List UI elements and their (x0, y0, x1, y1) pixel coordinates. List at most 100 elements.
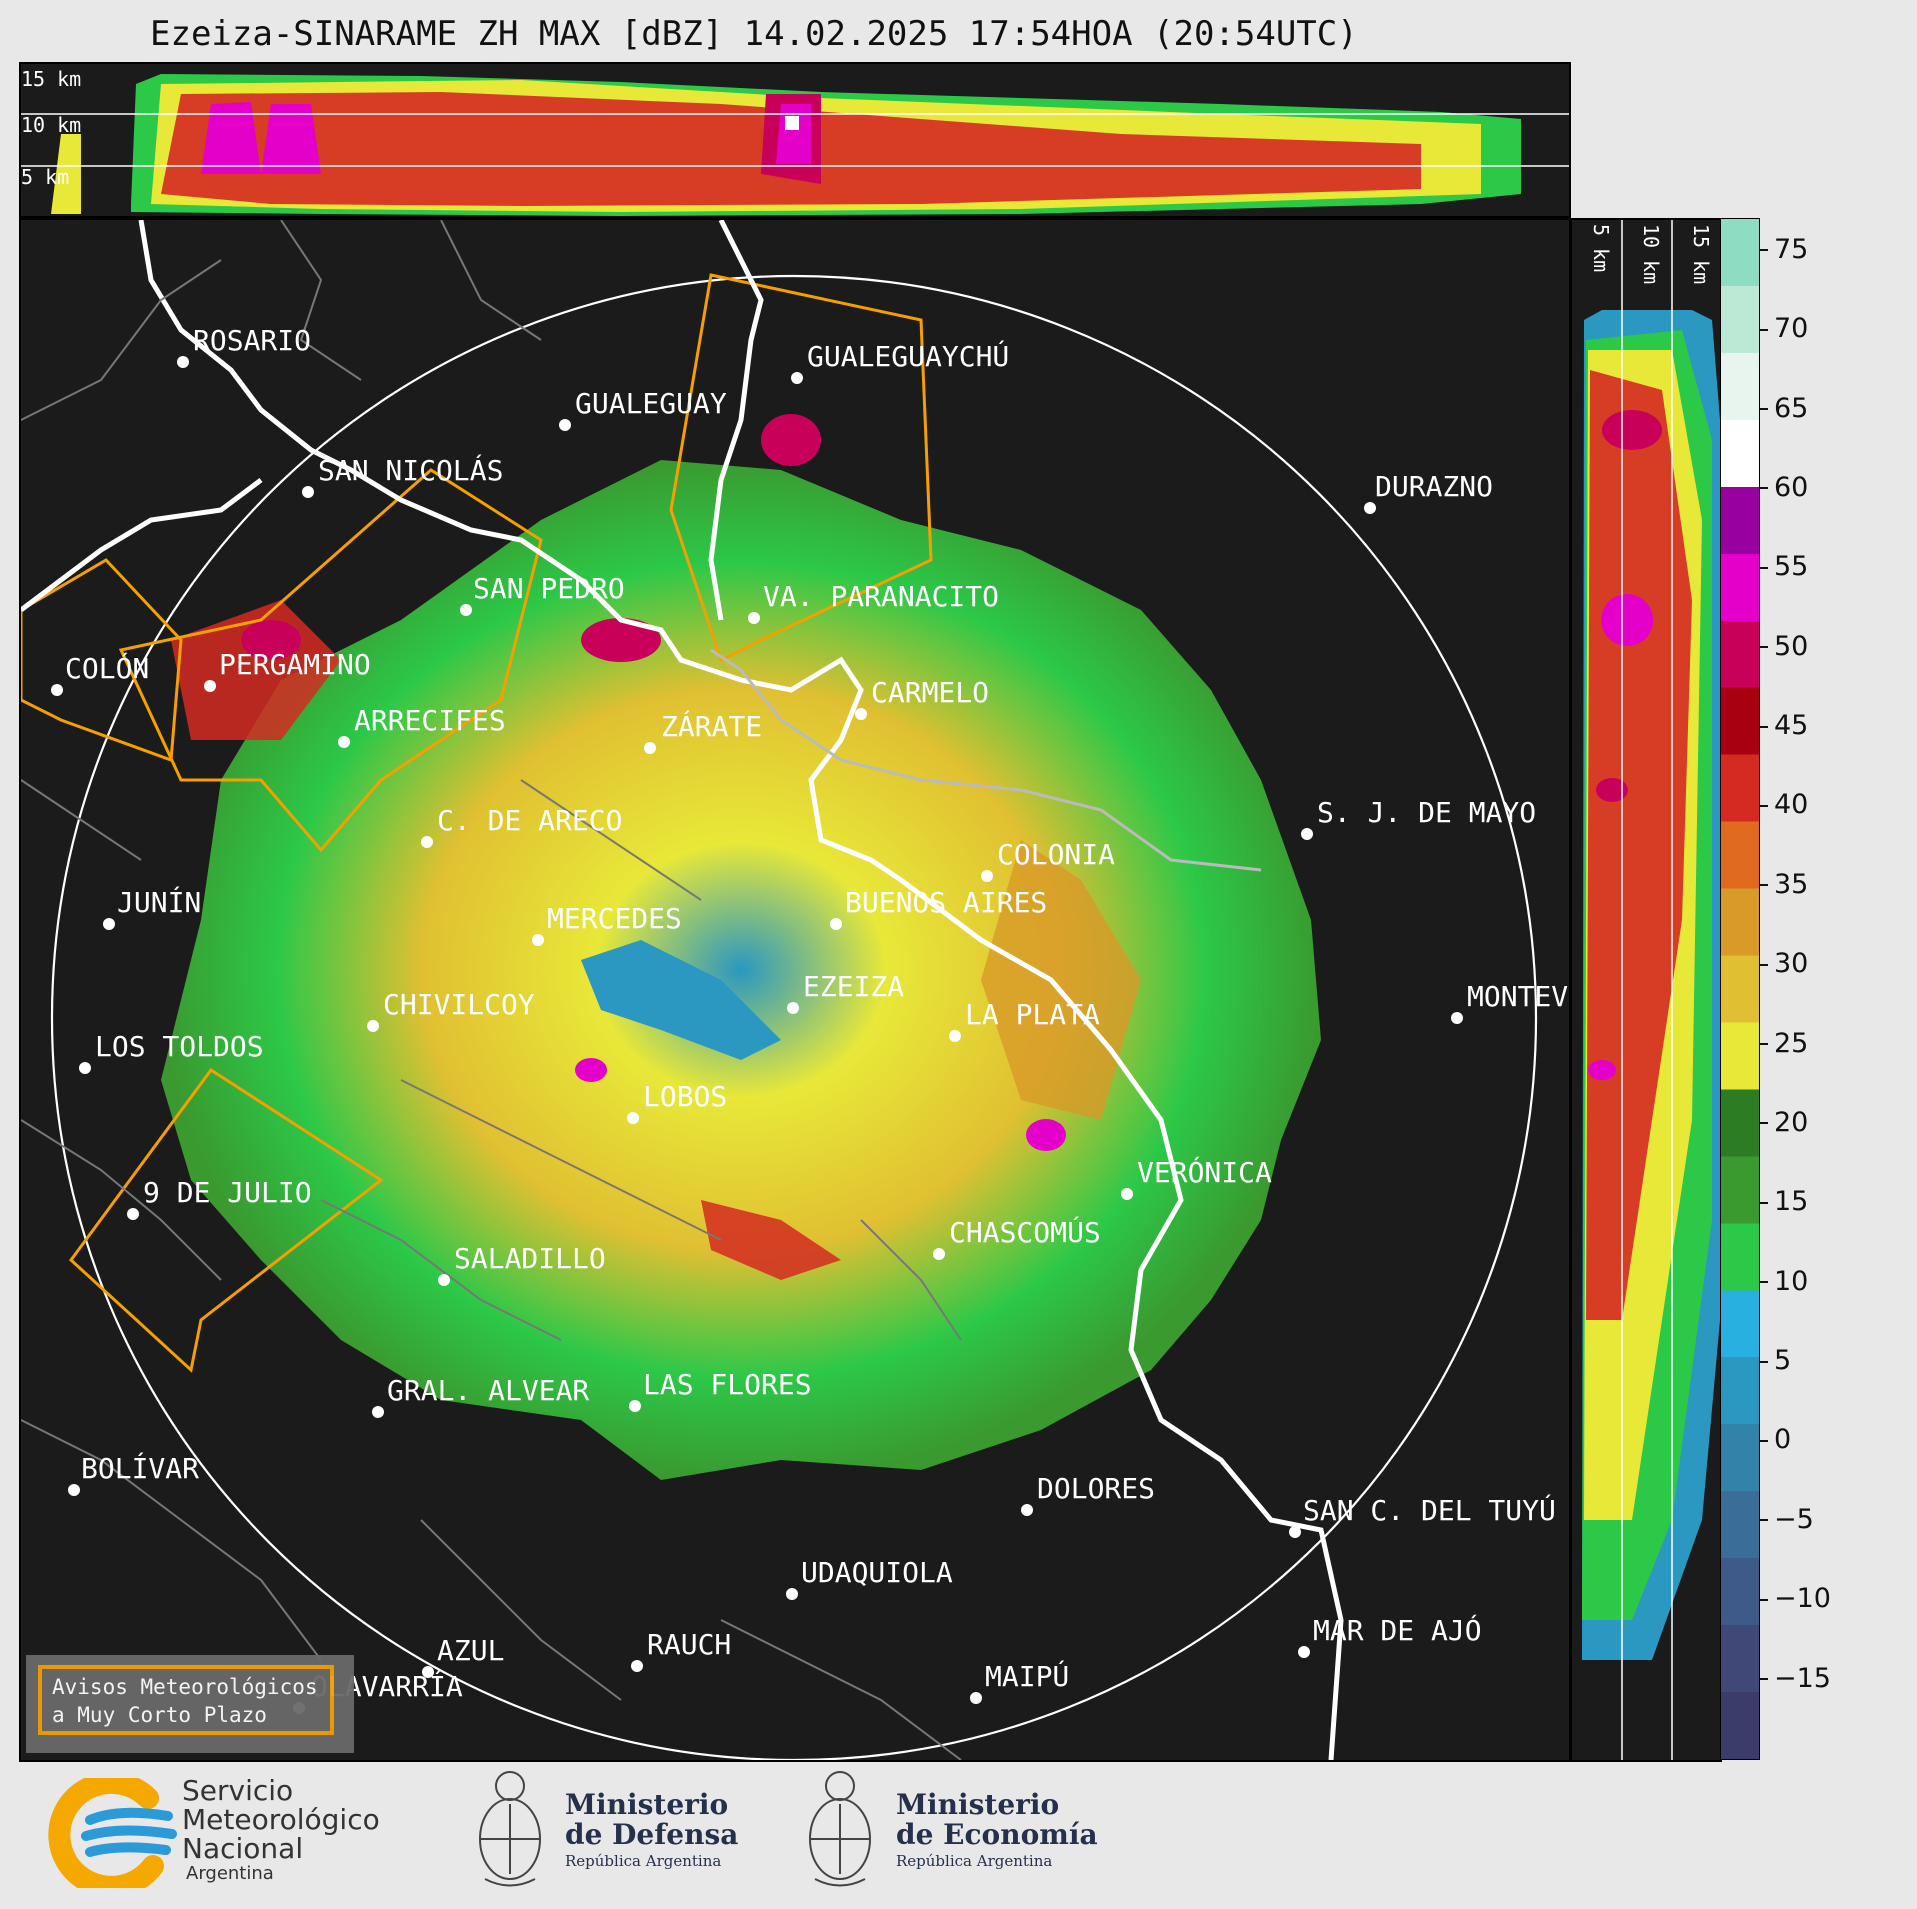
smn-logo-icon (48, 1771, 177, 1898)
city-label-san-nicolas: SAN NICOLÁS (318, 453, 503, 487)
warnings-box-frame[interactable]: Avisos Meteorológicos a Muy Corto Plazo (38, 1665, 334, 1735)
city-label-las-flores: LAS FLORES (643, 1368, 812, 1401)
economia-text: Ministerio de Economía República Argenti… (896, 1790, 1098, 1872)
colorbar-tick-label: 45 (1774, 710, 1809, 742)
colorbar-tick-label: 35 (1774, 868, 1809, 900)
uruguay-border (710, 648, 1262, 872)
top-cross-section-svg: 15 km 10 km 5 km (21, 67, 1569, 216)
warnings-box[interactable]: Avisos Meteorológicos a Muy Corto Plazo (26, 1655, 354, 1753)
colorbar-tick: 40 (1760, 789, 1808, 820)
colorbar-tick-label: 70 (1774, 313, 1809, 345)
city-dot-veronica (1121, 1188, 1133, 1200)
city-label-azul: AZUL (437, 1634, 504, 1667)
city-label-mar-de-ajo: MAR DE AJÓ (1313, 1613, 1482, 1647)
city-dot-san-pedro (460, 604, 472, 616)
side-core-1 (1602, 410, 1662, 450)
city-dot-gualeguay (559, 419, 571, 431)
city-label-gualeguaychu: GUALEGUAYCHÚ (807, 339, 1009, 373)
city-dot-va-paranacito (748, 612, 760, 624)
city-dot-sj-de-mayo (1301, 828, 1313, 840)
city-dot-buenos-aires (830, 918, 842, 930)
city-label-rosario: ROSARIO (193, 324, 311, 357)
side-core-2 (1601, 594, 1653, 646)
city-dot-carmelo (855, 708, 867, 720)
colorbar-tick: 50 (1760, 631, 1808, 662)
colorbar-tick: −5 (1760, 1504, 1814, 1535)
radar-map-panel: ROSARIO GUALEGUAYCHÚ GUALEGUAY SAN NICOL… (19, 218, 1571, 1762)
city-label-colon: COLÓN (65, 651, 149, 685)
city-dot-ezeiza (787, 1002, 799, 1014)
city-label-chascomus: CHASCOMÚS (949, 1215, 1101, 1249)
city-dot-rosario (177, 356, 189, 368)
city-dot-mercedes (532, 934, 544, 946)
city-label-carmelo: CARMELO (871, 676, 989, 709)
city-label-veronica: VERÓNICA (1137, 1155, 1272, 1189)
side-core-3 (1596, 778, 1628, 802)
height-label-10km: 10 km (21, 113, 81, 137)
echo-core-laplata (1026, 1119, 1066, 1151)
admin-boundaries (21, 220, 962, 1760)
city-label-colonia: COLONIA (997, 838, 1115, 871)
city-label-la-plata: LA PLATA (965, 998, 1100, 1031)
city-dot-gral-alvear (372, 1406, 384, 1418)
city-label-mercedes: MERCEDES (547, 902, 682, 935)
radar-range-ring (51, 275, 1537, 1760)
city-label-los-toldos: LOS TOLDOS (95, 1030, 264, 1063)
colorbar-tick: 30 (1760, 948, 1808, 979)
city-label-bolivar: BOLÍVAR (81, 1451, 199, 1485)
city-dot-udaquiola (786, 1588, 798, 1600)
city-dot-durazno (1364, 502, 1376, 514)
smn-text: Servicio Meteorológico Nacional Argentin… (182, 1776, 380, 1885)
warning-polygon-4 (21, 558, 183, 763)
city-label-pergamino: PERGAMINO (219, 648, 371, 681)
colorbar-tick-label: 10 (1774, 1265, 1809, 1297)
city-dot-junin (103, 918, 115, 930)
echo-south-cluster (701, 1200, 841, 1280)
cross-section-core-4 (776, 104, 811, 164)
warnings-box-line2: a Muy Corto Plazo (52, 1703, 267, 1727)
colorbar-tick: 10 (1760, 1266, 1808, 1297)
city-dot-c-de-areco (421, 836, 433, 848)
colorbar-tick: 55 (1760, 551, 1808, 582)
defensa-line3: República Argentina (565, 1852, 722, 1870)
colorbar-tick: 75 (1760, 234, 1808, 265)
city-label-c-de-areco: C. DE ARECO (437, 804, 622, 837)
city-dot-chascomus (933, 1248, 945, 1260)
smn-line4: Argentina (186, 1863, 274, 1884)
colorbar-tick-label: 50 (1774, 630, 1809, 662)
city-dot-pergamino (204, 680, 216, 692)
defensa-line2: de Defensa (565, 1818, 739, 1851)
smn-line1: Servicio (182, 1774, 294, 1807)
smn-line3: Nacional (182, 1832, 304, 1865)
city-dot-las-flores (629, 1400, 641, 1412)
city-label-lobos: LOBOS (643, 1080, 727, 1113)
escudo-icon-2 (809, 1771, 871, 1887)
colorbar-tick: 65 (1760, 393, 1808, 424)
colorbar (1720, 218, 1760, 1760)
economia-line2: de Economía (896, 1818, 1098, 1851)
city-dot-rauch (631, 1660, 643, 1672)
colorbar-tick-label: −10 (1774, 1583, 1831, 1615)
defensa-seal (470, 1764, 550, 1898)
warnings-box-line1: Avisos Meteorológicos (52, 1675, 318, 1699)
city-dot-montevideo (1451, 1012, 1463, 1024)
city-dot-san-c-del-tuyu (1289, 1526, 1301, 1538)
colorbar-tick-label: 40 (1774, 789, 1809, 821)
echo-core-gualeguaychu (761, 414, 821, 466)
defensa-text: Ministerio de Defensa República Argentin… (565, 1790, 738, 1872)
city-labels: ROSARIO GUALEGUAYCHÚ GUALEGUAY SAN NICOL… (65, 324, 1569, 1703)
echo-core-san-pedro (581, 618, 661, 662)
city-dot-mar-de-ajo (1298, 1646, 1310, 1658)
city-dot-zarate (644, 742, 656, 754)
city-dot-la-plata (949, 1030, 961, 1042)
echo-core-pergamino (241, 620, 301, 660)
colorbar-tick: 35 (1760, 869, 1808, 900)
colorbar-tick-label: 75 (1774, 233, 1809, 265)
colorbar-tick-label: 5 (1774, 1345, 1792, 1377)
city-label-zarate: ZÁRATE (661, 709, 762, 743)
colorbar-tick: 20 (1760, 1107, 1808, 1138)
city-label-gualeguay: GUALEGUAY (575, 387, 727, 420)
defensa-line1: Ministerio (565, 1788, 729, 1821)
city-label-sj-de-mayo: S. J. DE MAYO (1317, 796, 1536, 829)
side-height-label-10km: 10 km (1639, 224, 1663, 284)
